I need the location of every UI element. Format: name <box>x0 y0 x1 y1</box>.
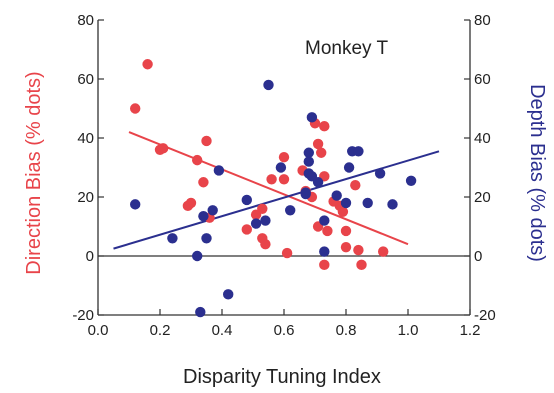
depth-bias-point <box>319 246 330 257</box>
direction-bias-point <box>340 241 352 253</box>
x-tick-label: 0.4 <box>212 322 233 339</box>
x-tick-label: 0.8 <box>336 322 357 339</box>
depth-bias-point <box>213 165 225 176</box>
direction-bias-point <box>266 174 277 185</box>
depth-bias-point <box>241 194 252 206</box>
depth-bias-point <box>195 306 206 318</box>
right-y-tick-label: 80 <box>474 12 491 29</box>
direction-bias-point <box>154 144 166 155</box>
depth-bias-point <box>374 168 386 179</box>
tick-marks <box>97 19 471 316</box>
depth-trend-line <box>113 150 440 250</box>
right-y-tick-label: 20 <box>474 189 491 206</box>
depth-bias-point <box>343 162 355 173</box>
direction-bias-point <box>250 209 262 220</box>
x-axis-title: Disparity Tuning Index <box>183 366 381 388</box>
direction-bias-point <box>340 225 352 237</box>
depth-bias-point <box>285 205 296 216</box>
direction-bias-point <box>281 247 293 259</box>
depth-bias-point <box>306 112 318 123</box>
direction-bias-point <box>356 259 367 271</box>
direction-bias-point <box>316 147 327 158</box>
depth-bias-point <box>405 175 417 186</box>
depth-bias-point <box>331 190 342 201</box>
trend-lines <box>113 131 440 250</box>
depth-bias-point <box>198 210 209 222</box>
direction-bias-point <box>350 180 361 191</box>
left-y-tick-label: -20 <box>72 307 94 324</box>
depth-bias-point <box>300 188 311 200</box>
direction-bias-point <box>312 138 324 150</box>
left-y-tick-label: 0 <box>86 248 94 265</box>
depth-bias-point <box>362 197 373 209</box>
right-y-tick-label: 40 <box>474 130 491 147</box>
direction-bias-point <box>260 239 271 250</box>
depth-bias-point <box>167 233 178 244</box>
depth-bias-point <box>312 177 324 188</box>
left-y-tick-label: 80 <box>77 12 94 29</box>
depth-bias-point <box>201 233 212 244</box>
right-y-axis-title: Depth Bias (% dots) <box>526 84 548 262</box>
right-y-tick-label: 60 <box>474 71 491 88</box>
x-tick-label: 0.2 <box>150 322 171 339</box>
direction-bias-point <box>201 135 212 147</box>
depth-bias-point <box>340 197 352 209</box>
direction-bias-point <box>182 200 194 212</box>
depth-bias-point <box>223 289 234 300</box>
chart-annotation: Monkey T <box>305 38 388 59</box>
direction-bias-point <box>319 121 330 132</box>
tick-labels: 0.0 0.2 0.4 0.6 0.8 1.0 1.2-20020406080-200204… <box>72 12 495 339</box>
direction-bias-point <box>142 59 153 70</box>
left-y-axis-title: Direction Bias (% dots) <box>23 71 45 274</box>
right-y-tick-label: 0 <box>474 248 482 265</box>
direction-bias-point <box>319 259 330 271</box>
depth-bias-point <box>263 79 274 91</box>
direction-bias-point <box>192 154 203 166</box>
depth-bias-point <box>303 147 314 158</box>
direction-bias-point <box>198 177 209 188</box>
depth-bias-point <box>353 146 364 157</box>
direction-bias-point <box>278 174 290 185</box>
right-y-tick-label: -20 <box>474 307 496 324</box>
depth-bias-point <box>207 205 218 216</box>
depth-bias-point <box>250 218 262 229</box>
depth-bias-point <box>260 215 271 226</box>
direction-bias-point <box>130 103 141 114</box>
left-y-tick-label: 40 <box>77 130 94 147</box>
direction-bias-point <box>353 244 364 256</box>
depth-bias-point <box>319 215 330 226</box>
direction-bias-point <box>378 246 389 257</box>
depth-bias-point <box>130 199 141 210</box>
left-y-tick-label: 60 <box>77 71 94 88</box>
direction-bias-point <box>337 206 349 217</box>
depth-bias-point <box>303 156 314 167</box>
x-tick-label: 0.6 <box>274 322 295 339</box>
left-y-tick-label: 20 <box>77 189 94 206</box>
x-tick-label: 1.0 <box>398 322 419 339</box>
depth-bias-point <box>192 250 203 262</box>
direction-trend-line <box>128 131 409 246</box>
direction-bias-point <box>241 224 252 235</box>
depth-bias-point <box>387 199 398 210</box>
depth-bias-point <box>275 162 287 173</box>
direction-bias-point <box>278 151 290 163</box>
x-tick-label: 1.2 <box>460 322 481 339</box>
data-points <box>130 59 417 318</box>
direction-bias-point <box>322 225 333 237</box>
x-tick-label: 0.0 <box>88 322 109 339</box>
